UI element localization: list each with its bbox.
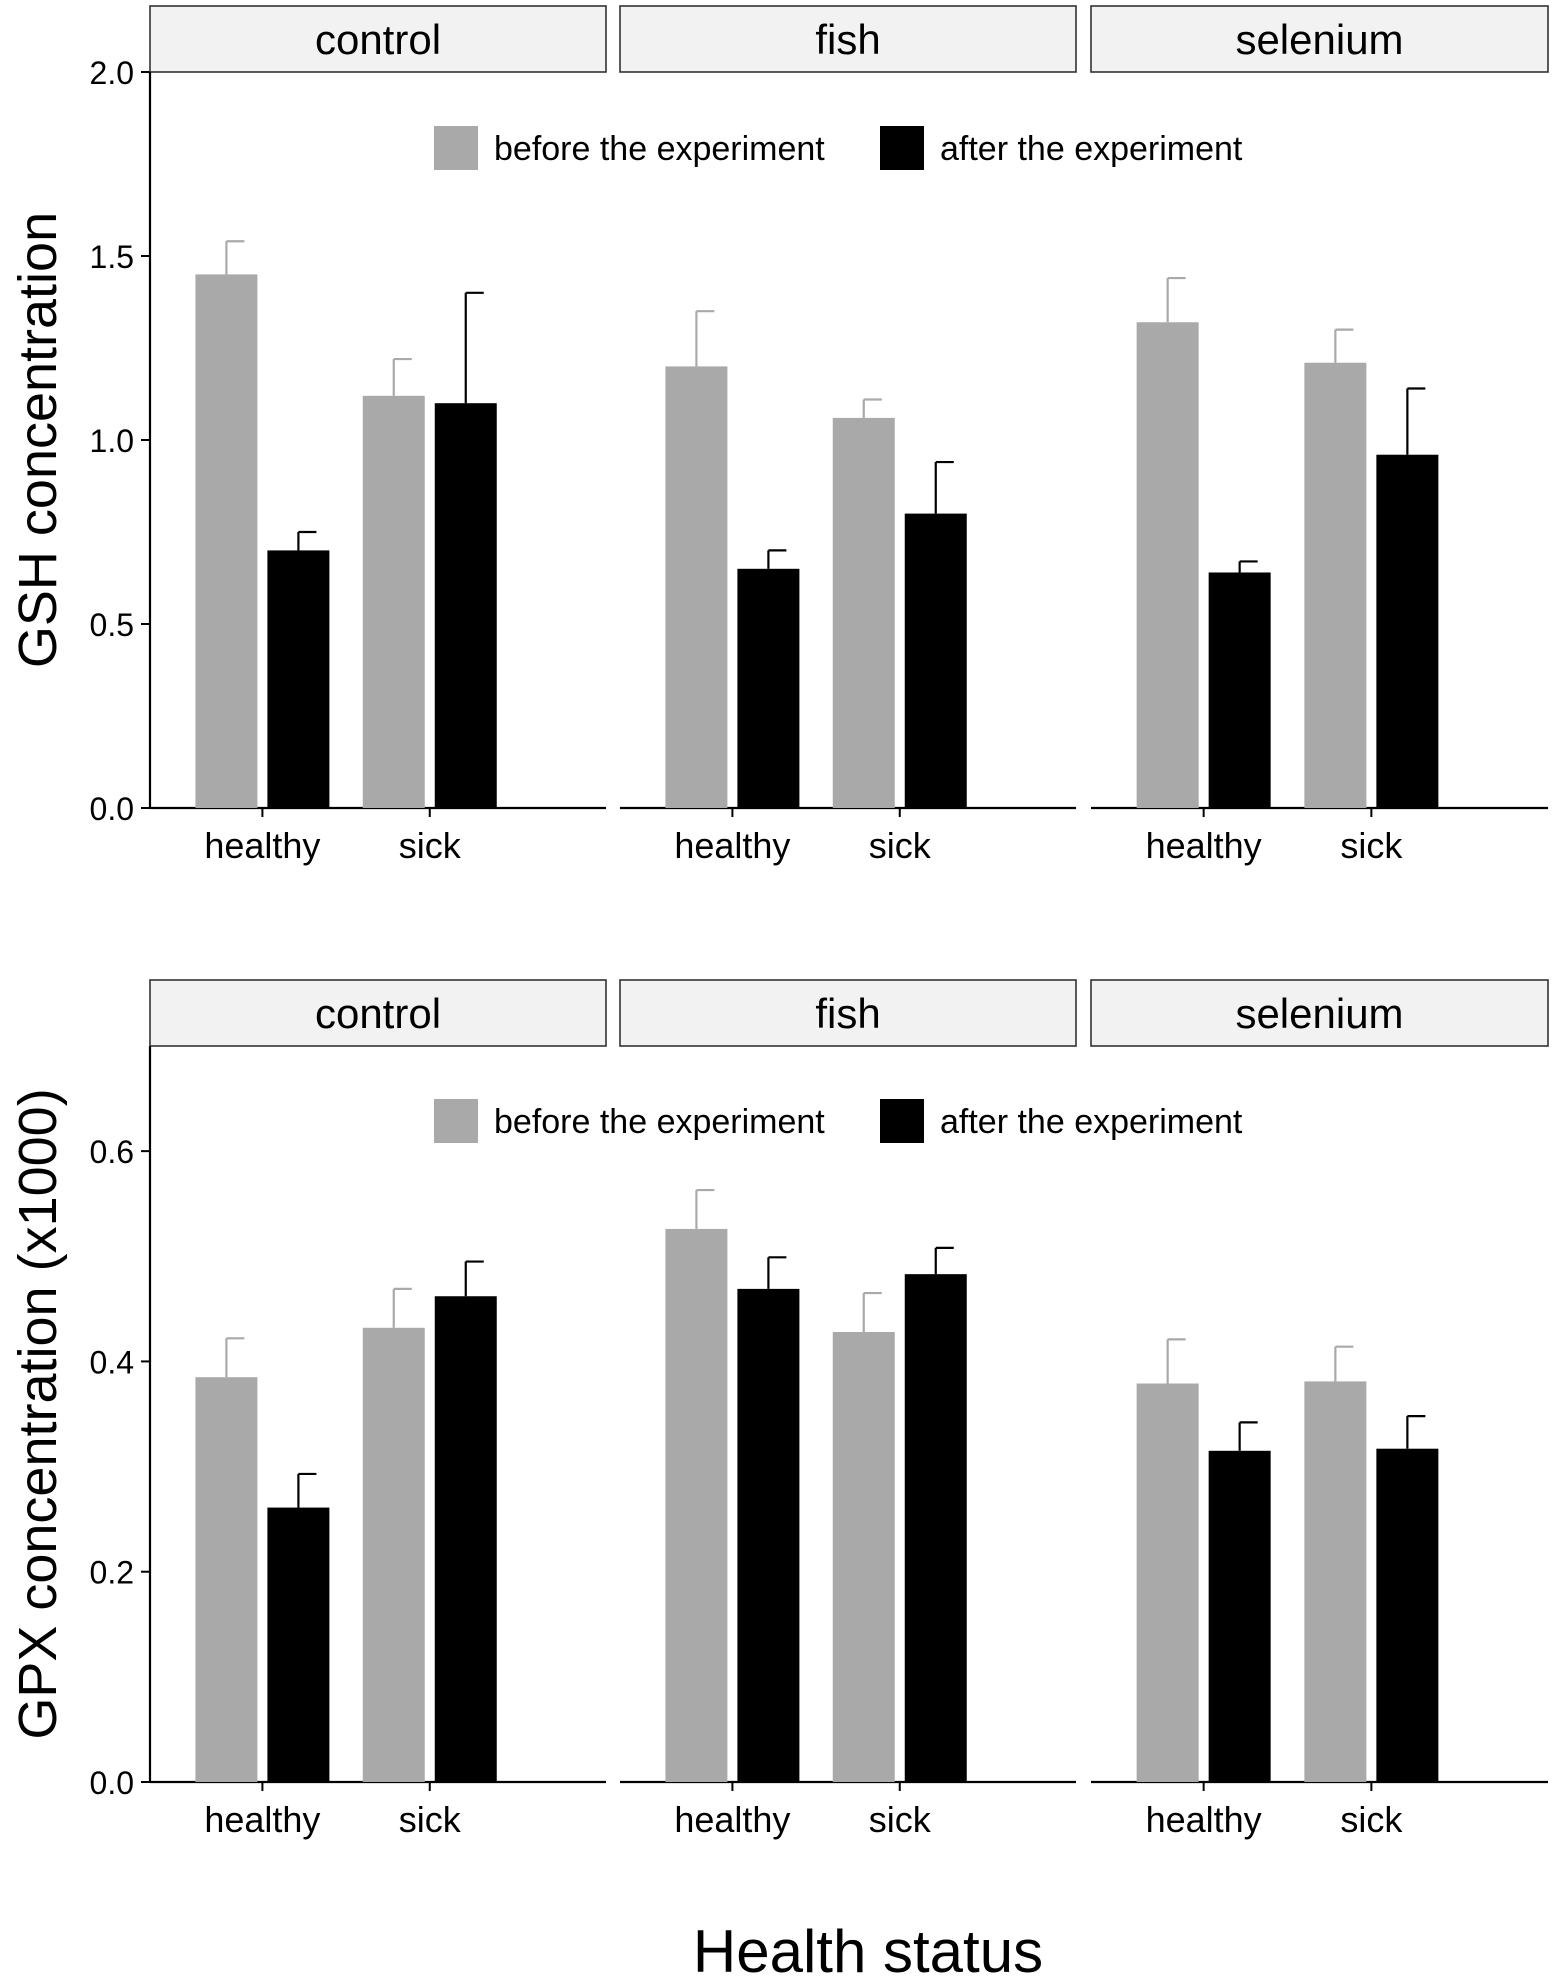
x-tick-label: healthy (204, 1799, 320, 1840)
bar-after-healthy (1208, 572, 1271, 808)
y-tick-label: 0.4 (90, 1344, 134, 1380)
x-tick-label: healthy (1146, 825, 1262, 866)
x-tick-label: sick (399, 825, 462, 866)
y-tick-label: 0.5 (90, 607, 134, 643)
legend-swatch-before (434, 1099, 478, 1143)
legend: before the experiment after the experimen… (434, 1099, 1243, 1143)
panel-strip (619, 979, 1077, 1047)
x-tick-label: healthy (204, 825, 320, 866)
x-tick-label: healthy (1146, 1799, 1262, 1840)
x-tick-label: healthy (674, 1799, 790, 1840)
x-tick-label: sick (869, 825, 932, 866)
y-tick-label: 1.0 (90, 423, 134, 459)
legend-label-before: before the experiment (494, 1103, 825, 1141)
bar-after-healthy (267, 1507, 330, 1782)
panel-strip-label: control (315, 16, 441, 63)
x-axis-title: Health status (693, 1918, 1043, 1983)
panel-strip-label: selenium (1235, 16, 1403, 63)
bar-after-sick (904, 1274, 967, 1782)
bar-before-healthy (195, 274, 258, 808)
y-tick-label: 0.0 (90, 791, 134, 827)
y-tick-label: 0.6 (90, 1134, 134, 1170)
panel-strip-label: control (315, 990, 441, 1037)
bar-after-healthy (267, 550, 330, 808)
x-tick-label: sick (1340, 825, 1403, 866)
bar-before-healthy (195, 1377, 258, 1782)
bar-after-healthy (737, 1288, 800, 1782)
legend-swatch-after (880, 1099, 924, 1143)
y-tick-label: 1.5 (90, 239, 134, 275)
panel-strip (1090, 979, 1549, 1047)
panel-strip-label: fish (815, 990, 880, 1037)
bar-after-sick (1376, 454, 1439, 808)
legend: before the experiment after the experimen… (434, 126, 1243, 170)
bar-before-sick (1304, 1381, 1367, 1782)
bar-before-sick (362, 395, 425, 808)
panel-selenium: selenium healthy sick (1090, 979, 1549, 1840)
y-axis-title: GSH concentration (8, 212, 68, 668)
bar-before-healthy (665, 1228, 728, 1782)
chart-1: GSH concentration 0.0 0.5 1.0 1.5 2.0 control h… (8, 5, 1549, 866)
bar-before-sick (1304, 362, 1367, 808)
bar-before-sick (362, 1327, 425, 1782)
bar-after-sick (1376, 1448, 1439, 1782)
x-tick-label: sick (869, 1799, 932, 1840)
bar-after-sick (434, 403, 497, 808)
bar-after-sick (904, 513, 967, 808)
bar-after-healthy (1208, 1450, 1271, 1782)
panel-strip-label: selenium (1235, 990, 1403, 1037)
panel-selenium: selenium healthy sick (1090, 5, 1549, 866)
y-tick-label: 0.0 (90, 1765, 134, 1801)
x-tick-label: sick (399, 1799, 462, 1840)
panel-strip (149, 979, 607, 1047)
bar-before-healthy (665, 366, 728, 808)
panel-fish: fish healthy sick (619, 979, 1077, 1840)
chart-2: GPX concentration (x1000) 0.0 0.2 0.4 0.6 con… (8, 979, 1549, 1840)
legend-swatch-after (880, 126, 924, 170)
legend-label-before: before the experiment (494, 130, 825, 168)
legend-label-after: after the experiment (940, 1103, 1243, 1141)
panel-fish: fish healthy sick (619, 5, 1077, 866)
panel-control: control healthy sick (148, 5, 607, 866)
x-tick-label: sick (1340, 1799, 1403, 1840)
bar-after-healthy (737, 568, 800, 808)
bar-after-sick (434, 1296, 497, 1782)
bar-before-sick (832, 417, 895, 808)
panel-strip (1090, 5, 1549, 73)
panel-strip (619, 5, 1077, 73)
panel-strip (149, 5, 607, 73)
y-tick-label: 0.2 (90, 1555, 134, 1591)
panel-strip-label: fish (815, 16, 880, 63)
bar-before-healthy (1136, 322, 1199, 808)
bar-before-healthy (1136, 1383, 1199, 1782)
y-tick-label: 2.0 (90, 55, 134, 91)
y-axis-title: GPX concentration (x1000) (8, 1088, 68, 1739)
panel-control: control healthy sick (148, 979, 607, 1840)
legend-label-after: after the experiment (940, 130, 1243, 168)
bar-before-sick (832, 1331, 895, 1782)
x-tick-label: healthy (674, 825, 790, 866)
legend-swatch-before (434, 126, 478, 170)
